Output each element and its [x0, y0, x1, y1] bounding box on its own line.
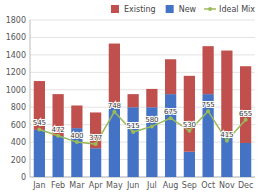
- line-marker: [75, 140, 79, 144]
- line-marker: [169, 116, 173, 120]
- data-label: 400: [70, 132, 83, 140]
- y-tick-label: 1400: [6, 51, 26, 60]
- grid-line: [30, 37, 255, 38]
- data-label: 580: [145, 116, 158, 124]
- line-marker: [131, 130, 135, 134]
- grid-line: [30, 20, 255, 21]
- data-label: 377: [89, 134, 102, 142]
- y-tick-label: 1200: [6, 68, 26, 77]
- bar: [53, 136, 64, 177]
- legend-swatch: [166, 5, 174, 13]
- y-tick-label: 1000: [6, 86, 26, 95]
- x-tick-label: Jan: [32, 181, 45, 190]
- bar: [240, 143, 251, 177]
- data-label: 545: [33, 119, 46, 127]
- line-marker: [206, 109, 210, 113]
- line-marker: [56, 134, 60, 138]
- data-labels: 545 472 400 377 748 515 580 675 530 755 415 655: [33, 101, 253, 142]
- x-tick-label: Oct: [201, 181, 215, 190]
- line: [39, 111, 245, 144]
- x-tick-label: Jul: [146, 181, 157, 190]
- x-tick-label: Apr: [89, 181, 104, 190]
- y-axis-line: [30, 20, 31, 177]
- line-marker: [244, 118, 248, 122]
- bar: [90, 148, 101, 177]
- legend-marker: [208, 7, 212, 11]
- y-tick-label: 200: [11, 156, 26, 165]
- x-tick-label: Sep: [182, 181, 197, 190]
- line-marker: [37, 127, 41, 131]
- y-tick-label: 0: [21, 173, 26, 182]
- x-tick-label: Mar: [69, 181, 85, 190]
- marks: [34, 44, 252, 177]
- legend-item: Ideal Mix: [204, 5, 255, 14]
- bar: [203, 46, 214, 94]
- data-label: 530: [183, 121, 196, 129]
- bar: [165, 59, 176, 94]
- bar: [71, 105, 82, 128]
- bar: [240, 66, 251, 143]
- line-marker: [112, 110, 116, 114]
- data-label: 755: [201, 101, 214, 109]
- legend-item: New: [166, 5, 197, 14]
- legend-label: Ideal Mix: [219, 5, 255, 14]
- legend-label: Existing: [124, 5, 156, 14]
- grid: [30, 20, 255, 177]
- bar: [146, 89, 157, 107]
- data-label: 748: [108, 102, 121, 110]
- legend: Existing New Ideal Mix: [111, 5, 255, 14]
- y-tick-label: 600: [11, 121, 26, 130]
- bar: [165, 94, 176, 177]
- y-tick-label: 1600: [6, 33, 26, 42]
- line-marker: [150, 124, 154, 128]
- y-tick-label: 800: [11, 103, 26, 112]
- bar: [184, 152, 195, 177]
- bar: [221, 134, 232, 177]
- legend-swatch: [111, 5, 119, 13]
- bar: [128, 107, 139, 177]
- line-marker: [94, 142, 98, 146]
- x-tick-label: Nov: [219, 181, 235, 190]
- data-label: 415: [220, 131, 233, 139]
- bar: [184, 76, 195, 152]
- y-tick-label: 1800: [6, 16, 26, 25]
- bar: [90, 112, 101, 148]
- bar: [128, 94, 139, 107]
- data-label: 675: [164, 108, 177, 116]
- x-tick-label: Dec: [238, 181, 253, 190]
- data-label: 655: [239, 110, 252, 118]
- line-marker: [187, 129, 191, 133]
- data-label: 515: [126, 122, 139, 130]
- data-label: 472: [51, 126, 64, 134]
- x-tick-label: Jun: [126, 181, 140, 190]
- bar: [34, 130, 45, 177]
- legend-item: Existing: [111, 5, 156, 14]
- x-tick-label: Feb: [51, 181, 65, 190]
- x-tick-label: May: [106, 181, 123, 190]
- legend-label: New: [179, 5, 197, 14]
- bar: [221, 51, 232, 135]
- bar: [109, 44, 120, 108]
- chart: 0 200 400 600 800 1000 1200 1400 1600 1800 Jan Feb M…: [0, 0, 261, 193]
- line-marker: [225, 139, 229, 143]
- x-tick-label: Aug: [163, 181, 179, 190]
- y-tick-label: 400: [11, 138, 26, 147]
